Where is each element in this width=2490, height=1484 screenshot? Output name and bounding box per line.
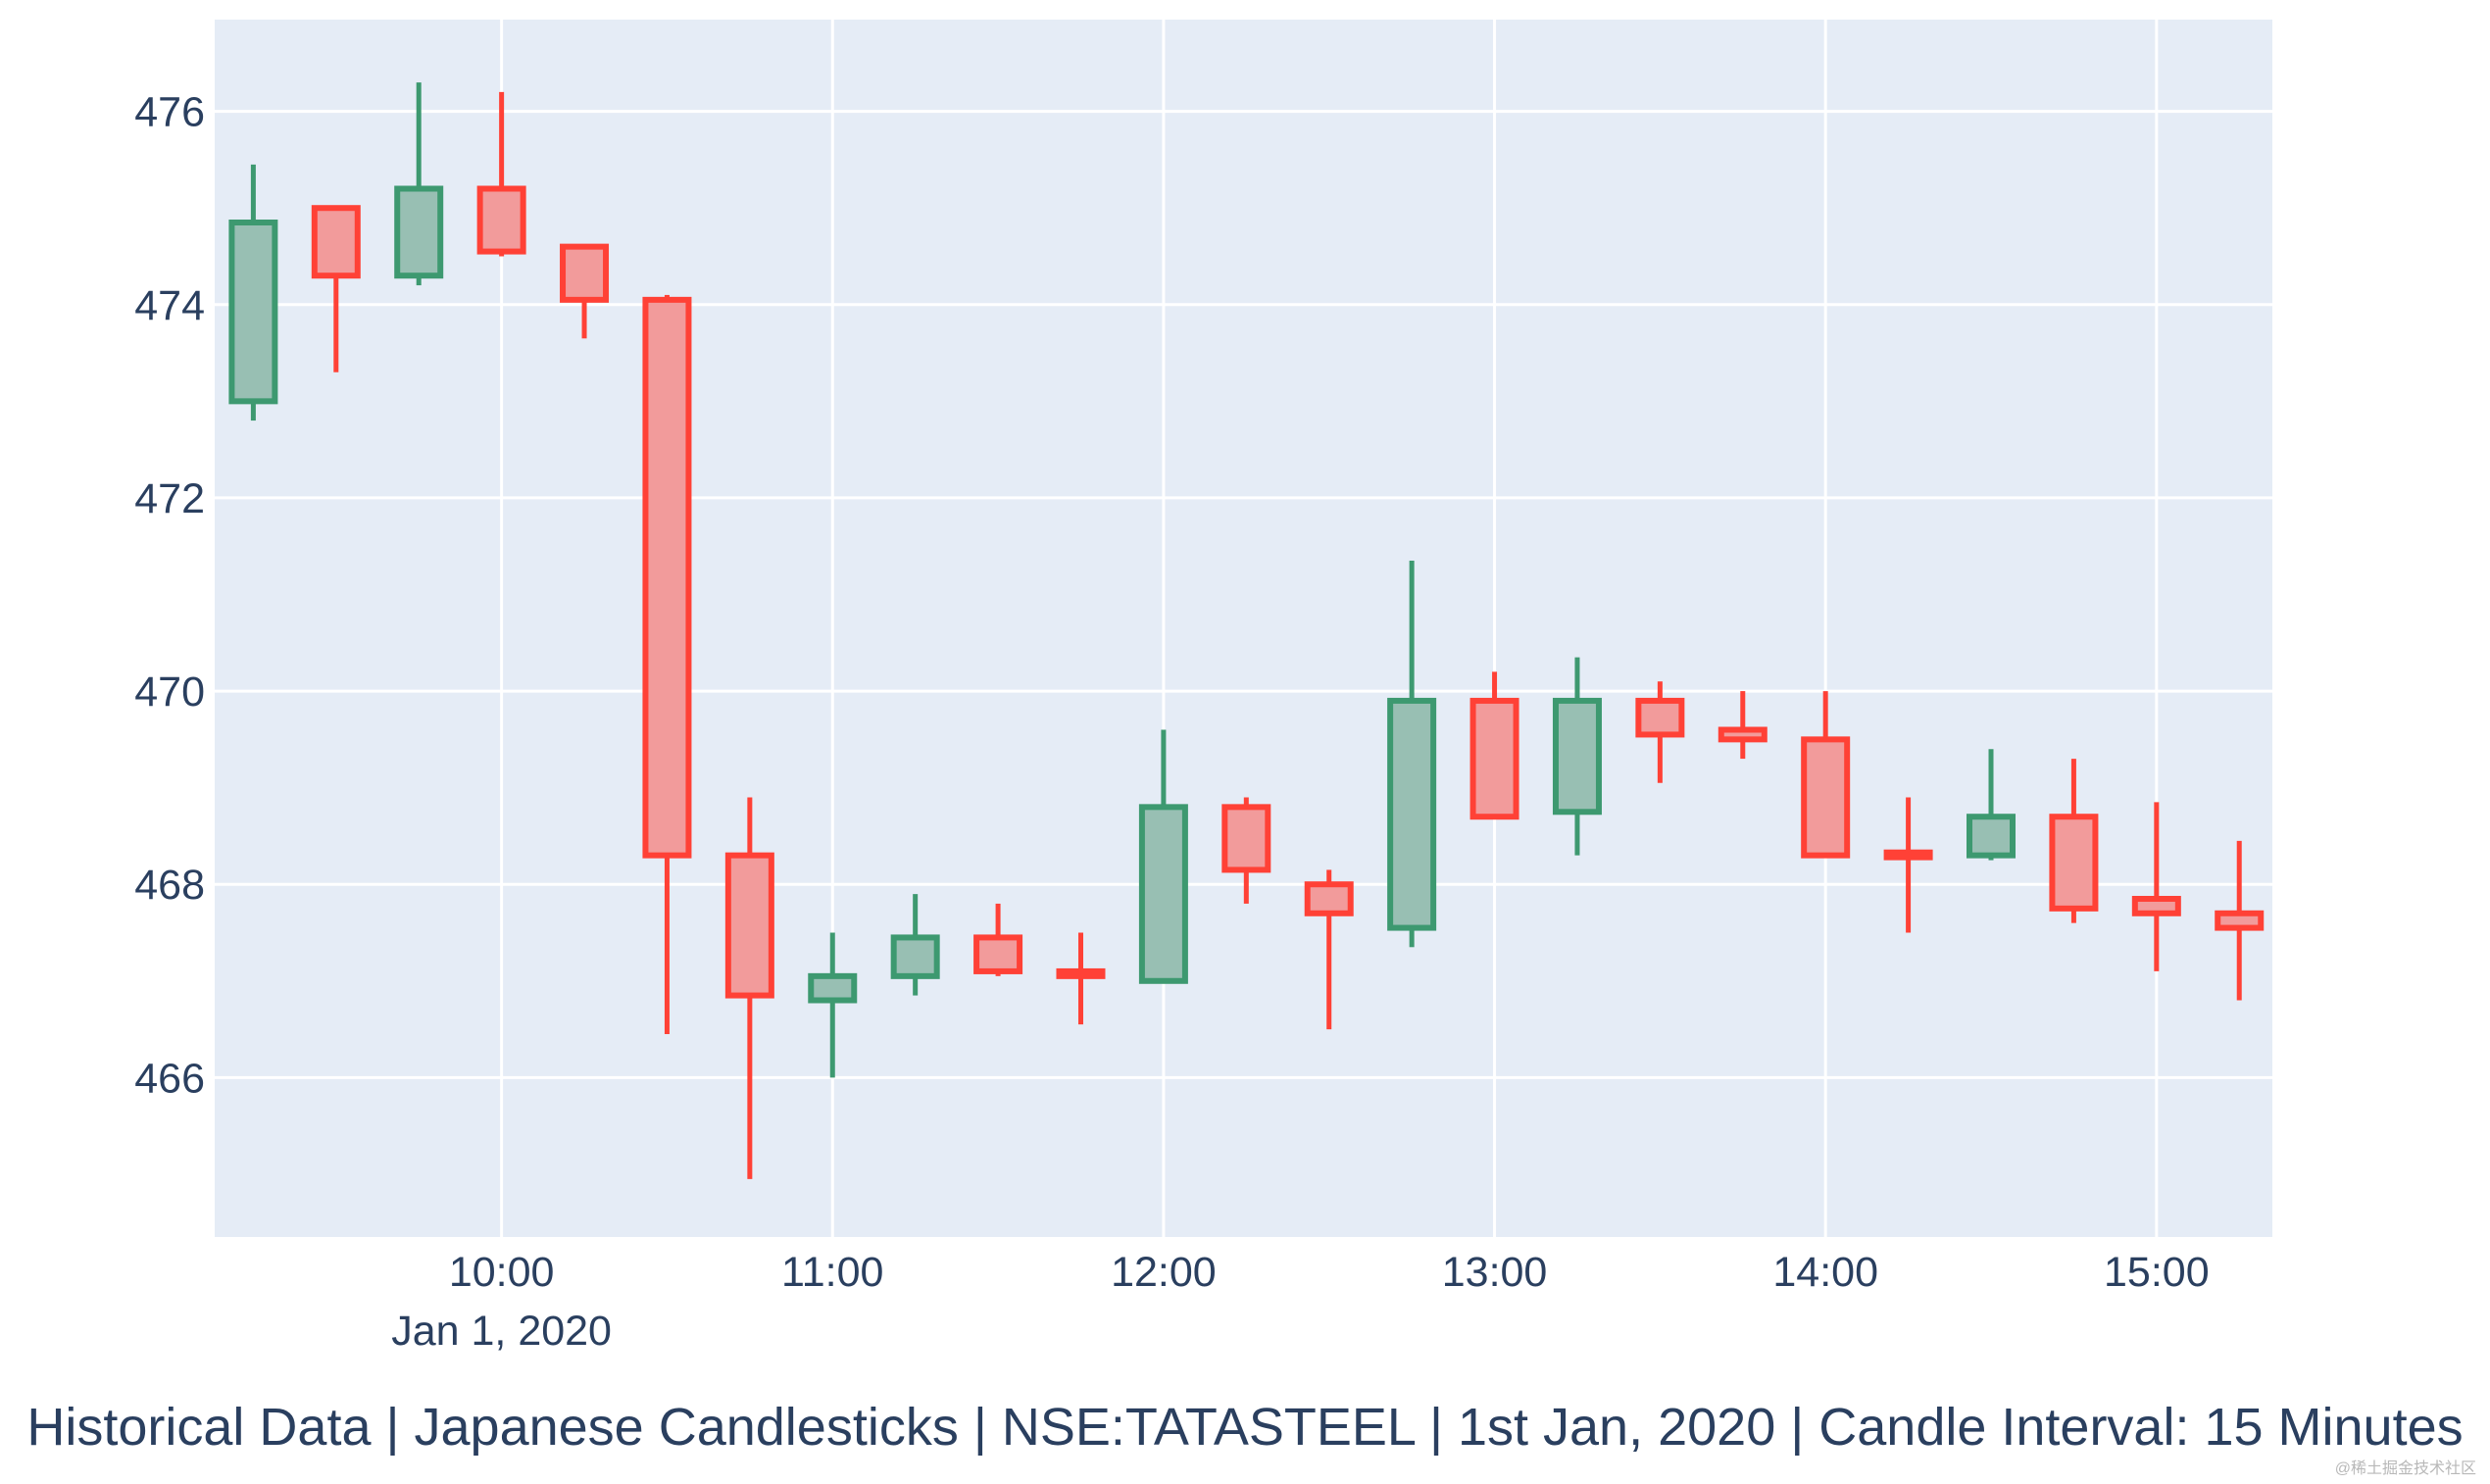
- x-tick-label: 14:00: [1772, 1249, 1878, 1296]
- y-tick-label: 476: [134, 89, 205, 136]
- candle-increasing: [1552, 657, 1602, 856]
- candle-body: [2049, 814, 2099, 912]
- y-tick-label: 472: [134, 475, 205, 522]
- candle-body: [394, 185, 444, 279]
- candle-body: [560, 243, 610, 303]
- candle-body: [1801, 736, 1851, 859]
- candle-body: [1387, 697, 1437, 931]
- candle-decreasing: [1883, 797, 1933, 933]
- axis-labels: 466 468 470 472 474 476 10:00 Jan 1, 2020 11:00 1…: [134, 89, 2209, 1355]
- candle-decreasing: [1635, 681, 1685, 783]
- candle-body: [973, 934, 1023, 974]
- candle-decreasing: [1056, 932, 1106, 1025]
- candle-body: [1552, 697, 1602, 816]
- chart-caption: Historical Data | Japanese Candlesticks …: [26, 1398, 2464, 1457]
- y-tick-label: 470: [134, 668, 205, 716]
- candle-increasing: [228, 164, 278, 421]
- candle-decreasing: [2131, 802, 2181, 971]
- candle-decreasing: [1801, 691, 1851, 859]
- candle-decreasing: [642, 294, 692, 1034]
- candle-body: [1718, 726, 1768, 743]
- x-date-label: Jan 1, 2020: [391, 1308, 612, 1355]
- candle-body: [1883, 849, 1933, 861]
- candle-body: [1304, 881, 1354, 916]
- candle-body: [2131, 896, 2181, 916]
- candle-decreasing: [724, 797, 774, 1179]
- candle-body: [890, 934, 940, 979]
- candle-increasing: [1387, 561, 1437, 948]
- candle-increasing: [394, 82, 444, 286]
- candle-body: [1469, 697, 1519, 820]
- candle-body: [642, 296, 692, 859]
- y-tick-label: 466: [134, 1055, 205, 1102]
- candle-increasing: [1967, 749, 2017, 861]
- candle-decreasing: [2215, 840, 2265, 1001]
- candle-decreasing: [1718, 691, 1768, 760]
- candle-body: [1967, 814, 2017, 859]
- candle-body: [1138, 804, 1188, 984]
- watermark: @稀土掘金技术社区: [2334, 1460, 2476, 1477]
- candle-decreasing: [311, 205, 361, 372]
- candle-decreasing: [1221, 797, 1271, 904]
- x-tick-label: 11:00: [781, 1249, 883, 1296]
- candle-body: [1056, 967, 1106, 979]
- x-tick-label: 10:00: [449, 1249, 555, 1296]
- candle-decreasing: [1304, 869, 1354, 1030]
- candle-increasing: [808, 932, 858, 1078]
- candle-body: [311, 205, 361, 279]
- candle-decreasing: [560, 243, 610, 339]
- candle-decreasing: [973, 903, 1023, 976]
- candle-body: [1221, 804, 1271, 873]
- candle-increasing: [1138, 729, 1188, 984]
- y-tick-label: 474: [134, 282, 205, 329]
- plot-area: [215, 20, 2272, 1237]
- x-tick-label: 12:00: [1111, 1249, 1217, 1296]
- candle-decreasing: [476, 91, 526, 257]
- x-tick-label: 15:00: [2104, 1249, 2210, 1296]
- grid-lines: [215, 20, 2272, 1237]
- candles: [228, 82, 2265, 1179]
- candle-body: [1635, 697, 1685, 738]
- candle-decreasing: [2049, 759, 2099, 923]
- candle-body: [808, 972, 858, 1004]
- candle-body: [724, 852, 774, 999]
- candle-decreasing: [1469, 671, 1519, 820]
- candle-body: [2215, 910, 2265, 931]
- candle-body: [228, 220, 278, 405]
- candle-increasing: [890, 894, 940, 996]
- y-tick-label: 468: [134, 862, 205, 909]
- candle-body: [476, 185, 526, 255]
- x-tick-label: 13:00: [1442, 1249, 1548, 1296]
